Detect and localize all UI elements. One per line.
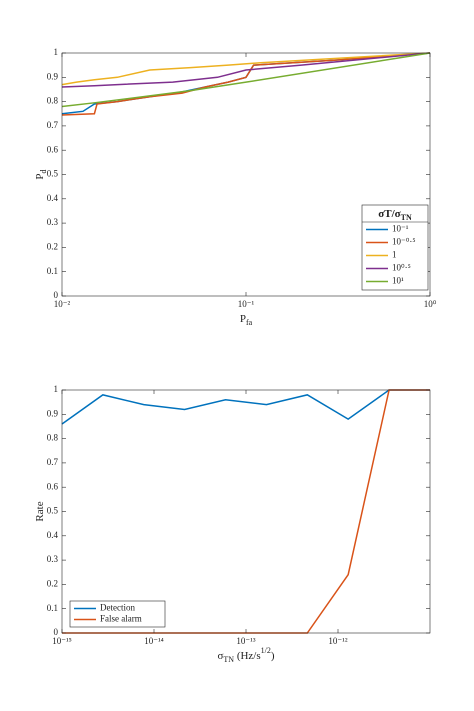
legend-label: 10⁰·⁵ <box>392 263 411 273</box>
y-tick-label: 0.7 <box>47 457 59 467</box>
y-tick-label: 0.6 <box>47 144 59 154</box>
y-tick-label: 0.1 <box>47 603 58 613</box>
y-tick-label: 0.3 <box>47 217 59 227</box>
y-tick-label: 0.9 <box>47 71 59 81</box>
y-axis-label-part: d <box>39 169 48 173</box>
y-tick-label: 0 <box>54 290 59 300</box>
y-tick-label: 0.8 <box>47 96 59 106</box>
y-tick-label: 0.5 <box>47 506 59 516</box>
legend-label: 10⁻⁰·⁵ <box>392 237 416 247</box>
x-tick-label: 10⁻¹ <box>238 299 255 309</box>
series-line <box>61 52 431 86</box>
y-axis-label: Pd <box>34 169 49 179</box>
legend-title: σT/σTN <box>378 208 412 223</box>
series-line <box>61 52 431 108</box>
legend-label: False alarm <box>100 614 142 624</box>
y-tick-label: 0.6 <box>47 481 59 491</box>
x-tick-label: 10⁻¹² <box>328 636 347 646</box>
x-tick-label: 10⁻¹⁵ <box>52 636 72 646</box>
y-tick-label: 1 <box>54 47 59 57</box>
x-tick-label: 10⁻¹⁴ <box>144 636 164 646</box>
series-line <box>61 52 431 88</box>
y-axis-label-part: P <box>34 173 46 179</box>
y-tick-label: 0.5 <box>47 169 59 179</box>
plot-area <box>62 390 430 633</box>
y-tick-label: 0.9 <box>47 408 59 418</box>
legend-label: 10⁻¹ <box>392 224 409 234</box>
x-axis-label: σTN (Hz/s1/2) <box>217 646 274 664</box>
y-tick-label: 0.7 <box>47 120 59 130</box>
legend-title-part: σT/σ <box>378 208 400 220</box>
y-tick-label: 1 <box>54 384 59 394</box>
x-axis-label-part: TN <box>223 655 234 664</box>
y-tick-label: 0.1 <box>47 266 58 276</box>
y-axis-label: Rate <box>34 501 46 521</box>
x-axis-label-part: σ <box>217 650 223 662</box>
legend-box <box>69 600 166 628</box>
y-tick-label: 0.8 <box>47 433 59 443</box>
legend-title-part: TN <box>401 213 412 222</box>
y-tick-label: 0.2 <box>47 241 58 251</box>
legend-box <box>361 204 429 291</box>
legend-label: 1 <box>392 250 397 260</box>
y-tick-label: 0.4 <box>47 193 59 203</box>
y-tick-label: 0.4 <box>47 530 59 540</box>
y-tick-label: 0.3 <box>47 554 59 564</box>
x-tick-label: 10⁰ <box>424 299 437 309</box>
legend-label: 10¹ <box>392 276 404 286</box>
x-axis-label: Pfa <box>240 313 253 328</box>
x-axis-label-part: 1/2 <box>261 646 271 655</box>
x-axis-label-part: fa <box>246 318 253 327</box>
x-tick-label: 10⁻² <box>54 299 71 309</box>
x-axis-label-part: P <box>240 313 246 325</box>
legend-label: Detection <box>100 603 135 613</box>
series-line <box>61 389 430 425</box>
y-tick-label: 0 <box>54 627 59 637</box>
x-tick-label: 10⁻¹³ <box>236 636 255 646</box>
x-axis-label-part: (Hz/s <box>234 650 261 662</box>
y-tick-label: 0.2 <box>47 578 58 588</box>
y-axis-label-part: Rate <box>34 501 46 521</box>
x-axis-label-part: ) <box>271 650 275 662</box>
